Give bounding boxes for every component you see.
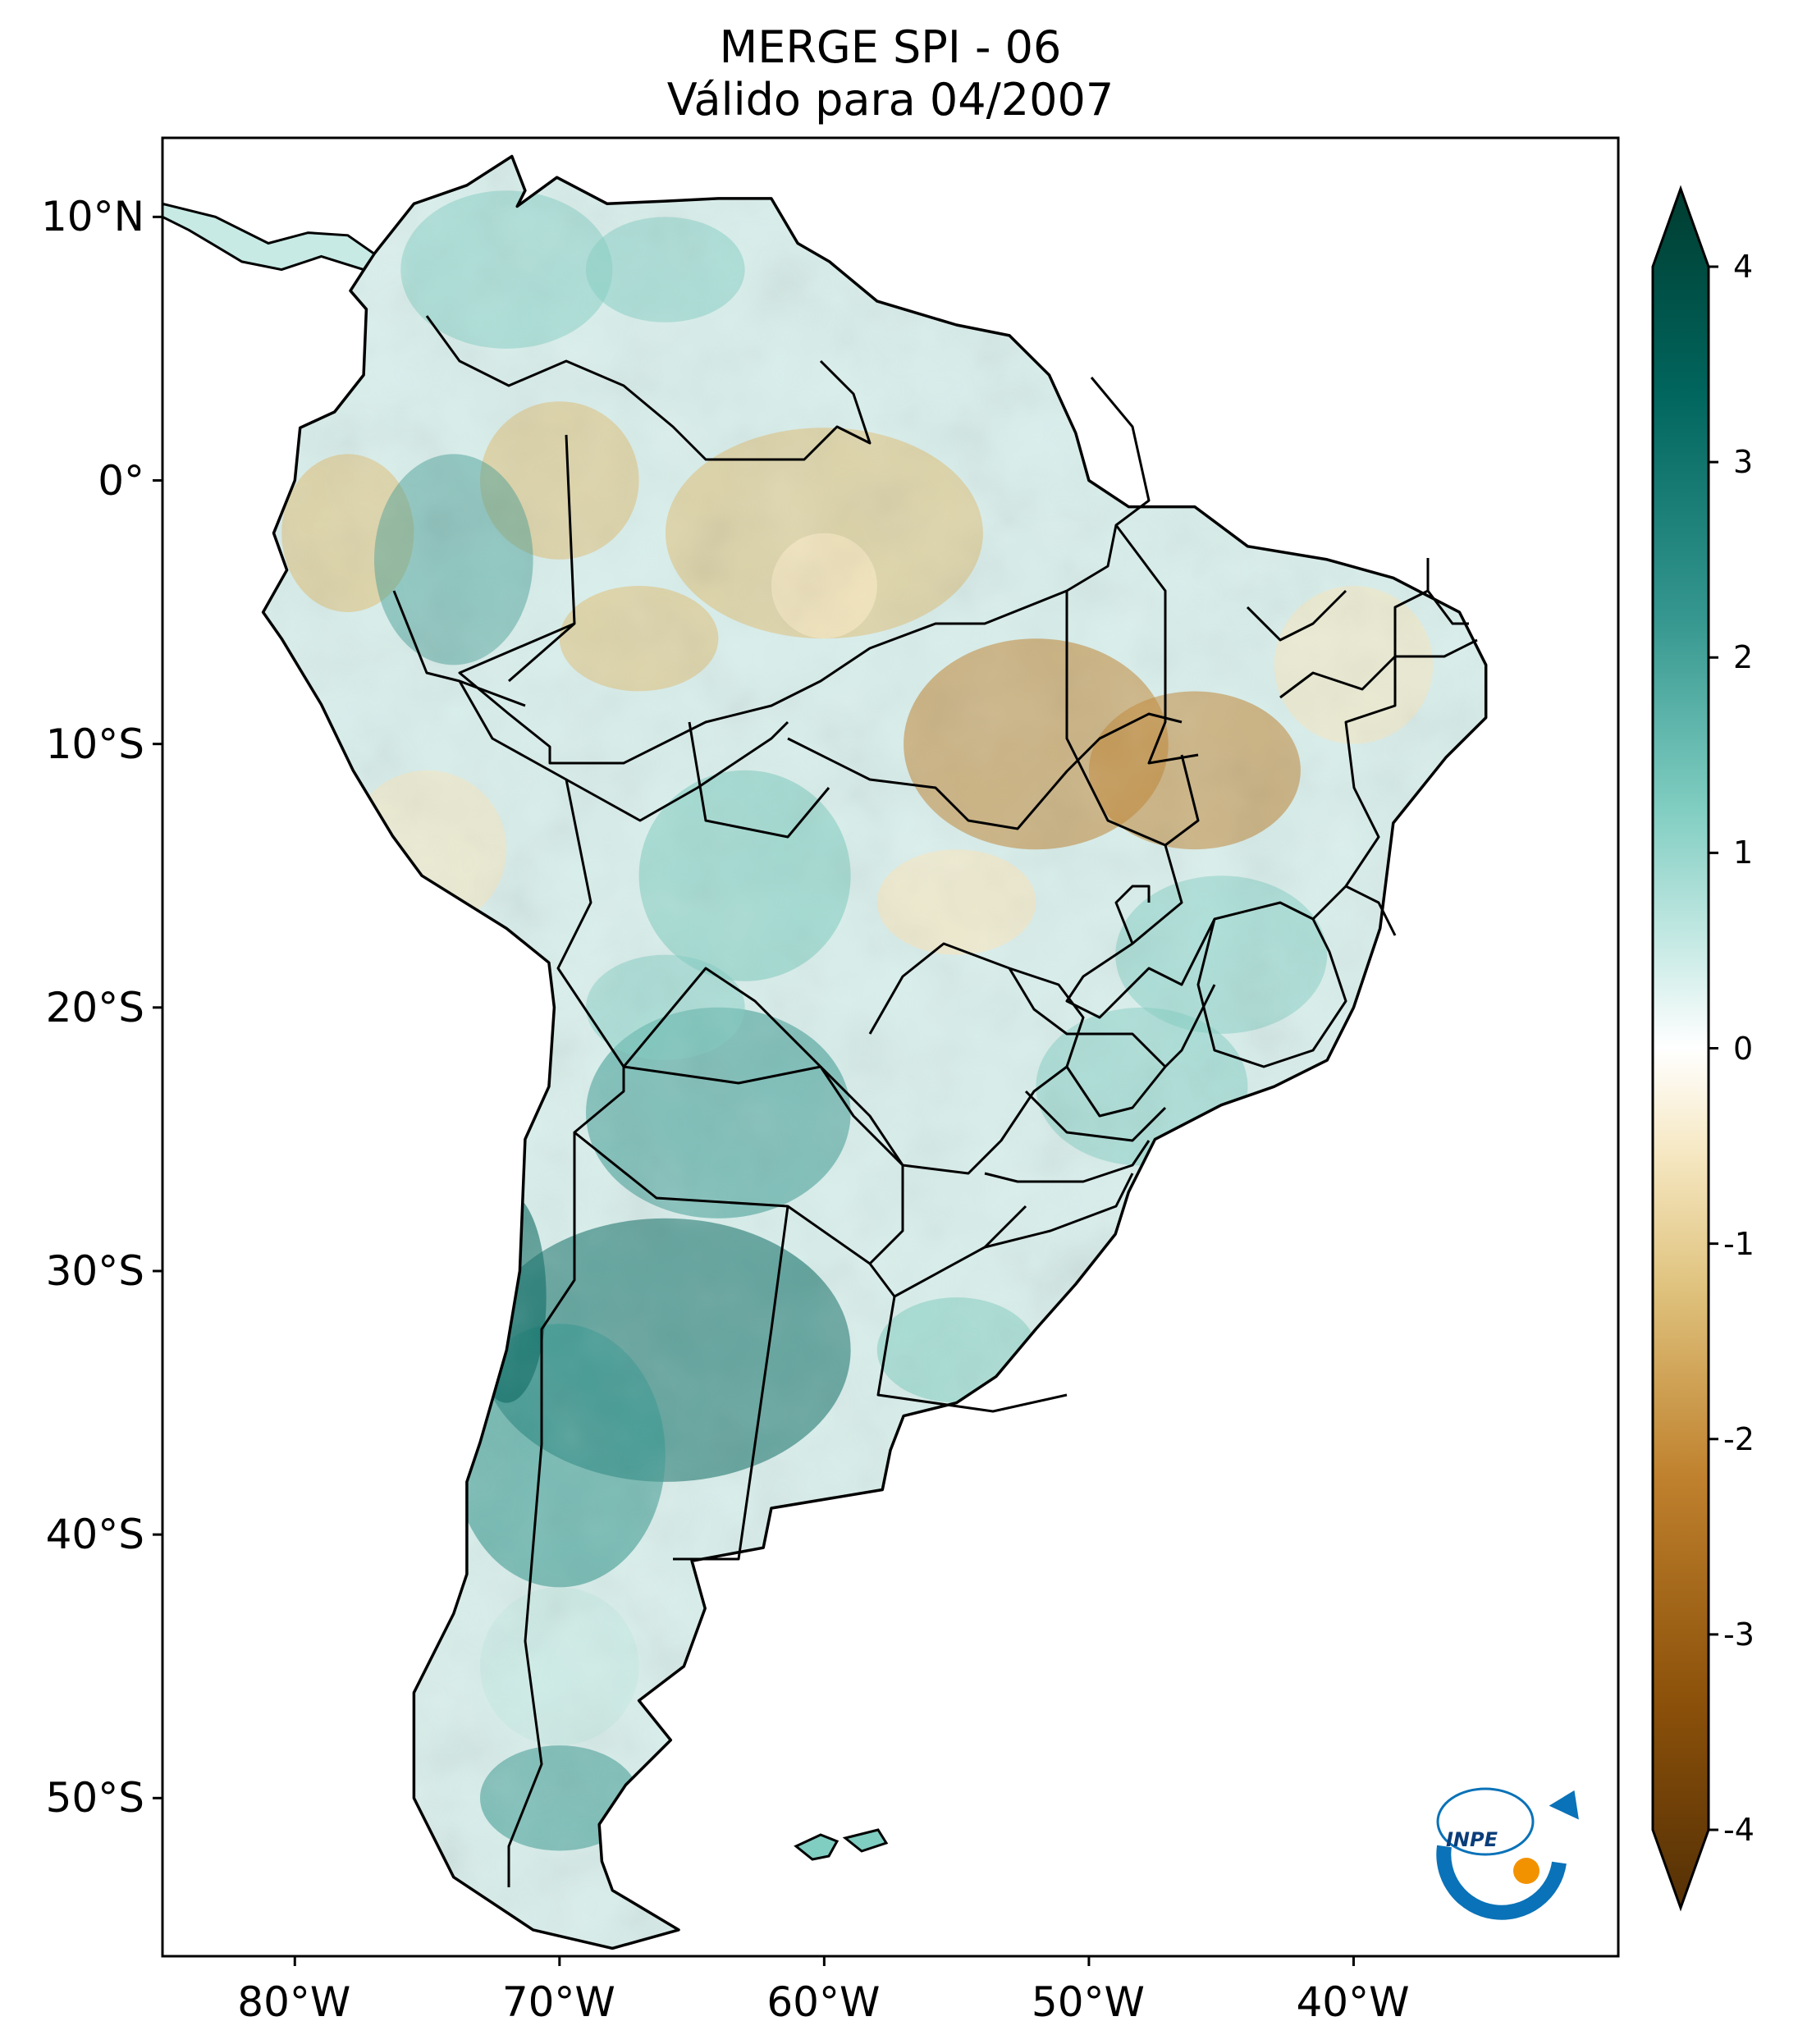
lat-tick-label: 50°S <box>45 1774 144 1822</box>
lon-tick-label: 60°W <box>766 1978 881 2026</box>
colorbar-tick-label: 1 <box>1733 835 1754 871</box>
lat-tick-label: 30°S <box>45 1246 144 1295</box>
lat-tick-label: 10°N <box>40 193 144 241</box>
logo-sun-icon <box>1513 1858 1540 1884</box>
lon-tick-label: 40°W <box>1296 1978 1410 2026</box>
lat-tick-marks <box>153 215 162 1799</box>
colorbar-tick-marks <box>1709 265 1718 1831</box>
inpe-logo <box>1436 1787 1579 1920</box>
lat-tick-label: 20°S <box>45 983 144 1031</box>
colorbar-tick-label: -3 <box>1723 1616 1755 1653</box>
map-subtitle: Válido para 04/2007 <box>666 74 1114 126</box>
colorbar-tick-label: 2 <box>1733 639 1754 676</box>
logo-arrow-icon <box>1436 1845 1567 1920</box>
lat-tick-label: 40°S <box>45 1511 144 1559</box>
colorbar-tick-label: 4 <box>1733 249 1754 285</box>
colorbar <box>1651 185 1710 1912</box>
colorbar-tick-label: 3 <box>1733 444 1754 481</box>
map-frame <box>161 136 1620 1958</box>
country-borders <box>392 315 1478 1887</box>
logo-text: INPE <box>1446 1828 1498 1851</box>
falkland-islands <box>794 1828 889 1861</box>
lon-tick-label: 70°W <box>501 1978 615 2026</box>
coastline <box>261 154 1488 1950</box>
lon-tick-label: 80°W <box>237 1978 351 2026</box>
colorbar-tick-label: -2 <box>1723 1420 1755 1457</box>
map-title: MERGE SPI - 06 <box>719 21 1062 73</box>
lat-tick-label: 10°S <box>45 720 144 768</box>
central-america <box>161 202 377 272</box>
colorbar-tick-label: -4 <box>1723 1812 1755 1848</box>
lon-tick-marks <box>293 1956 1355 1966</box>
colorbar-tick-label: -1 <box>1723 1225 1755 1262</box>
colorbar-tick-label: 0 <box>1733 1030 1754 1067</box>
lat-tick-label: 0° <box>98 456 144 505</box>
lon-tick-label: 50°W <box>1031 1978 1145 2026</box>
